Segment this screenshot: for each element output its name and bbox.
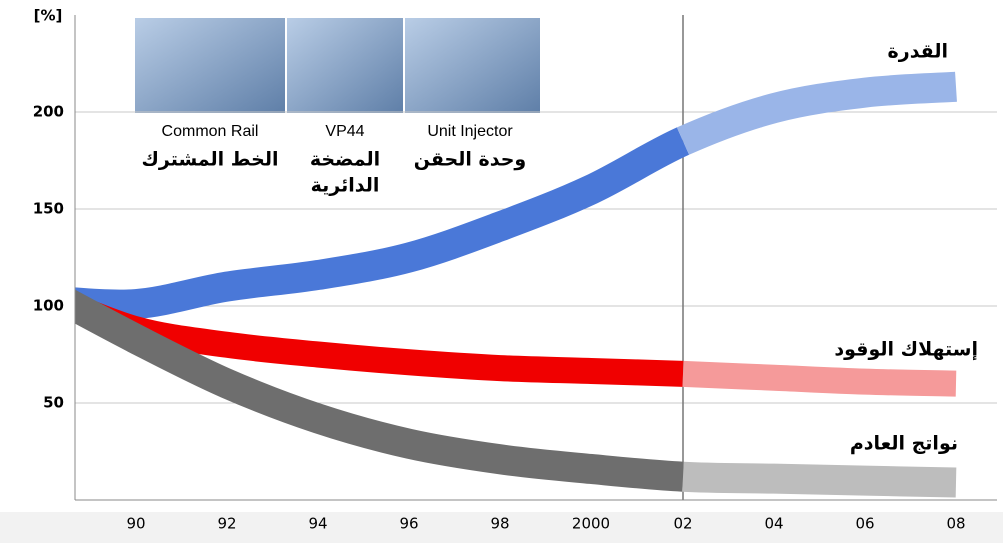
y-tick-label: 200: [33, 103, 64, 121]
footer-band: [0, 512, 1003, 543]
y-tick-label: 150: [33, 200, 64, 218]
image-caption: VP44: [325, 123, 364, 140]
band-projected: [676, 71, 957, 155]
x-tick-label: 04: [764, 515, 783, 533]
y-tick-label: 100: [33, 297, 64, 315]
image-caption: Common Rail: [162, 123, 259, 140]
x-tick-label: 96: [399, 515, 418, 533]
image-caption-arabic: المضخة: [310, 149, 380, 171]
band: [75, 127, 690, 320]
series-label: القدرة: [888, 41, 948, 63]
image-caption-arabic: وحدة الحقن: [414, 149, 526, 171]
x-tick-label: 02: [673, 515, 692, 533]
band-projected: [682, 461, 957, 498]
image-caption-arabic: الخط المشترك: [141, 149, 278, 171]
x-tick-label: 90: [126, 515, 145, 533]
product-image: [405, 18, 540, 113]
y-axis-label: [%]: [34, 7, 63, 25]
x-tick-label: 08: [946, 515, 965, 533]
x-tick-label: 06: [855, 515, 874, 533]
y-tick-label: 50: [43, 394, 64, 412]
image-caption-arabic: الدائرية: [311, 175, 380, 197]
series-label: إستهلاك الوقود: [834, 339, 978, 361]
x-tick-label: 94: [308, 515, 327, 533]
series-label: نواتج العادم: [850, 433, 958, 455]
x-tick-label: 92: [217, 515, 236, 533]
image-caption: Unit Injector: [427, 123, 513, 140]
product-image: [287, 18, 403, 113]
band-projected: [682, 360, 957, 397]
band: [75, 289, 684, 492]
x-tick-label: 2000: [572, 515, 610, 533]
product-image: [135, 18, 285, 113]
x-tick-label: 98: [490, 515, 509, 533]
